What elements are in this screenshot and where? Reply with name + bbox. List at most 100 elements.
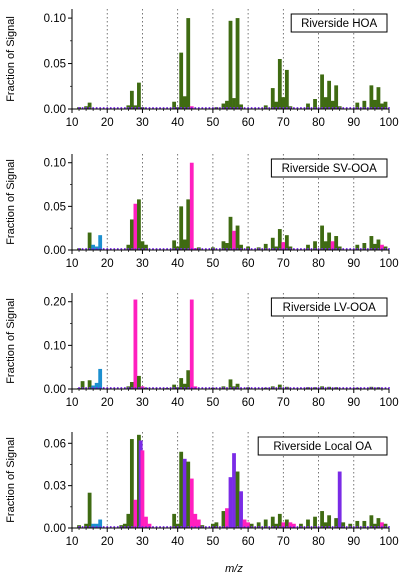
- x-tick-label: 50: [206, 258, 219, 270]
- spectrum-bar: [182, 96, 187, 109]
- spectrum-bar: [228, 20, 233, 109]
- spectrum-bar: [270, 88, 275, 109]
- spectrum-bar: [369, 85, 374, 109]
- panel-title-box: [270, 158, 388, 178]
- spectrum-bar: [284, 519, 289, 528]
- y-tick-label: 0.03: [44, 481, 66, 493]
- spectrum-bar: [306, 244, 310, 250]
- spectrum-bar: [306, 519, 310, 528]
- spectrum-bar: [348, 523, 353, 528]
- x-tick-label: 100: [379, 117, 398, 129]
- spectrum-bar: [232, 98, 236, 109]
- spectrum-bar: [175, 523, 180, 528]
- x-axis-label: m/z: [225, 563, 243, 575]
- spectrum-bar: [235, 18, 240, 109]
- spectrum-bar: [87, 102, 92, 109]
- spectrum-bar: [126, 513, 131, 528]
- spectrum-bar: [210, 523, 215, 528]
- y-tick-label: 0.05: [44, 201, 66, 213]
- spectrum-bar: [281, 242, 286, 250]
- spectrum-bar: [330, 241, 335, 250]
- spectrum-bar: [284, 69, 289, 109]
- x-tick-label: 100: [379, 258, 398, 270]
- spectrum-bar: [186, 199, 191, 250]
- spectrum-bar: [376, 518, 381, 528]
- spectrum-bar: [87, 232, 92, 250]
- spectrum-bar: [87, 380, 92, 389]
- x-tick-label: 20: [101, 258, 114, 270]
- x-tick-label: 50: [206, 117, 219, 129]
- y-tick-label: 0.00: [44, 384, 66, 396]
- panels: 10 20 30 40 50 60 70 80 90 100 0.00 0.05 0.10 Fractio…: [5, 9, 399, 548]
- x-tick-label: 50: [206, 397, 219, 409]
- chart-panel-1: 10 20 30 40 50 60 70 80 90 100 0.00 0.05 0.10 Fractio…: [5, 9, 399, 129]
- spectrum-bar: [330, 100, 335, 109]
- x-tick-label: 90: [347, 117, 360, 129]
- x-tick-label: 40: [171, 117, 184, 129]
- spectrum-bar: [235, 383, 240, 389]
- spectrum-bar: [334, 85, 339, 109]
- spectrum-bar: [313, 241, 317, 250]
- x-tick-label: 60: [242, 258, 255, 270]
- spectrum-bar: [323, 241, 328, 250]
- x-tick-label: 30: [136, 258, 149, 270]
- spectrum-bar: [263, 243, 268, 250]
- spectrum-bar: [313, 99, 317, 109]
- spectrum-bar: [270, 237, 275, 250]
- spectrum-bar: [235, 471, 240, 528]
- spectrum-bar: [246, 522, 251, 528]
- spectrum-bar: [239, 491, 243, 528]
- spectrum-bar: [281, 522, 286, 528]
- spectrum-bar: [221, 511, 226, 528]
- spectrum-bar: [323, 522, 328, 528]
- spectrum-bar: [288, 522, 293, 528]
- spectrum-bar: [277, 384, 282, 389]
- spectrum-bar: [228, 477, 233, 528]
- spectrum-bar: [274, 101, 279, 109]
- y-axis-label: Fraction of Signal: [5, 159, 17, 245]
- spectrum-bar: [232, 453, 236, 528]
- spectrum-bar: [313, 516, 317, 528]
- x-tick-label: 70: [277, 397, 290, 409]
- spectrum-bar: [380, 103, 384, 109]
- spectrum-bar: [84, 523, 88, 528]
- spectrum-bar: [196, 519, 201, 528]
- spectrum-bar: [137, 199, 141, 250]
- x-tick-label: 90: [347, 258, 360, 270]
- spectrum-bar: [284, 235, 289, 250]
- x-tick-label: 100: [379, 397, 398, 409]
- spectrum-bar: [98, 519, 103, 528]
- spectrum-bar: [341, 522, 346, 528]
- x-tick-label: 40: [171, 258, 184, 270]
- spectrum-bar: [98, 235, 103, 250]
- panel-title: Riverside HOA: [301, 18, 377, 30]
- spectrum-bar: [91, 523, 96, 528]
- spectrum-bar: [87, 492, 92, 528]
- spectrum-bar: [355, 102, 360, 109]
- spectrum-bar: [380, 522, 384, 528]
- spectrum-bar: [320, 74, 324, 109]
- spectrum-bar: [133, 299, 138, 389]
- spectrum-bar: [292, 523, 296, 528]
- spectrum-bar: [277, 229, 282, 250]
- chart-panel-2: 10 20 30 40 50 60 70 80 90 100 0.00 0.05 0.10 Fractio…: [5, 154, 399, 270]
- spectrum-bar: [129, 382, 134, 389]
- spectrum-bar: [274, 523, 279, 528]
- spectrum-bar: [327, 80, 332, 109]
- spectrum-bar: [369, 515, 374, 528]
- spectrum-bar: [225, 508, 229, 528]
- spectrum-bar: [239, 104, 243, 109]
- spectrum-bar: [334, 236, 339, 250]
- spectrum-bar: [249, 523, 254, 528]
- spectrum-bar: [129, 439, 134, 528]
- panel-title-box: [257, 436, 388, 456]
- spectrum-bar: [327, 515, 332, 528]
- spectrum-bar: [133, 499, 138, 528]
- spectrum-bar: [179, 451, 184, 528]
- x-tick-label: 10: [66, 397, 79, 409]
- spectrum-bar: [327, 232, 332, 250]
- x-tick-label: 80: [312, 536, 325, 548]
- spectrum-bar: [383, 101, 388, 109]
- spectrum-bar: [122, 523, 127, 528]
- spectrum-bar: [182, 458, 187, 528]
